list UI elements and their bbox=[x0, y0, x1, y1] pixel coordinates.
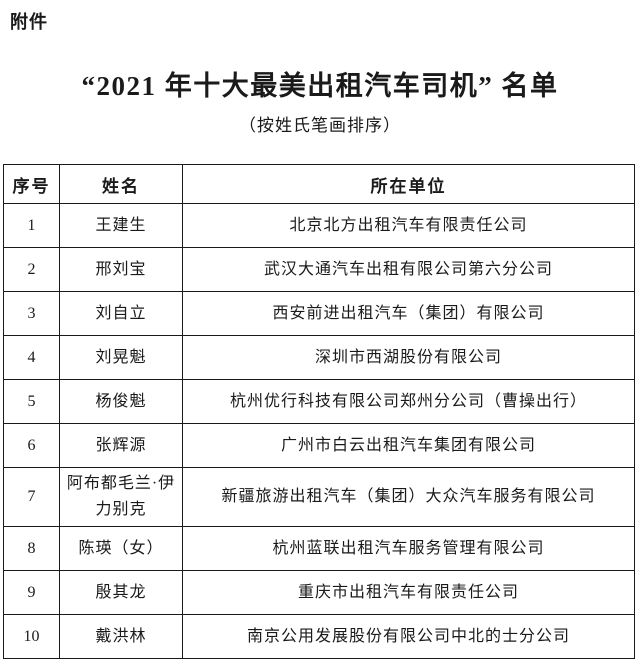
cell-no: 9 bbox=[3, 570, 60, 615]
cell-unit: 广州市白云出租汽车集团有限公司 bbox=[182, 423, 635, 468]
table-header-row: 序号 姓名 所在单位 bbox=[3, 164, 635, 204]
table-row: 2 邢刘宝 武汉大通汽车出租有限公司第六分公司 bbox=[3, 247, 635, 292]
attachment-label: 附件 bbox=[10, 12, 48, 32]
cell-unit: 重庆市出租汽车有限责任公司 bbox=[182, 570, 635, 615]
table-row: 6 张辉源 广州市白云出租汽车集团有限公司 bbox=[3, 423, 635, 468]
cell-name: 刘自立 bbox=[59, 291, 183, 336]
cell-name: 殷其龙 bbox=[59, 570, 183, 615]
cell-name: 陈瑛（女） bbox=[59, 526, 183, 571]
cell-name: 邢刘宝 bbox=[59, 247, 183, 292]
cell-name: 张辉源 bbox=[59, 423, 183, 468]
cell-name: 阿布都毛兰·伊力别克 bbox=[59, 467, 183, 527]
page-title: “2021 年十大最美出租汽车司机” 名单 bbox=[81, 71, 559, 101]
column-header-no: 序号 bbox=[3, 164, 60, 204]
cell-unit: 杭州优行科技有限公司郑州分公司（曹操出行） bbox=[182, 379, 635, 424]
cell-unit: 武汉大通汽车出租有限公司第六分公司 bbox=[182, 247, 635, 292]
cell-no: 5 bbox=[3, 379, 60, 424]
cell-no: 1 bbox=[3, 203, 60, 248]
cell-name: 刘晃魁 bbox=[59, 335, 183, 380]
cell-no: 4 bbox=[3, 335, 60, 380]
cell-name: 戴洪林 bbox=[59, 614, 183, 659]
cell-unit: 北京北方出租汽车有限责任公司 bbox=[182, 203, 635, 248]
cell-unit: 深圳市西湖股份有限公司 bbox=[182, 335, 635, 380]
cell-no: 10 bbox=[3, 614, 60, 659]
winners-table: 序号 姓名 所在单位 1 王建生 北京北方出租汽车有限责任公司 2 邢刘宝 武汉大通汽车出… bbox=[3, 164, 635, 659]
table-row: 4 刘晃魁 深圳市西湖股份有限公司 bbox=[3, 335, 635, 380]
cell-no: 6 bbox=[3, 423, 60, 468]
cell-no: 7 bbox=[3, 467, 60, 527]
table-row: 7 阿布都毛兰·伊力别克 新疆旅游出租汽车（集团）大众汽车服务有限公司 bbox=[3, 467, 635, 527]
table-row: 10 戴洪林 南京公用发展股份有限公司中北的士分公司 bbox=[3, 614, 635, 659]
cell-unit: 西安前进出租汽车（集团）有限公司 bbox=[182, 291, 635, 336]
table-row: 8 陈瑛（女） 杭州蓝联出租汽车服务管理有限公司 bbox=[3, 526, 635, 571]
column-header-unit: 所在单位 bbox=[182, 164, 635, 204]
cell-unit: 新疆旅游出租汽车（集团）大众汽车服务有限公司 bbox=[182, 467, 635, 527]
column-header-name: 姓名 bbox=[59, 164, 183, 204]
table-row: 9 殷其龙 重庆市出租汽车有限责任公司 bbox=[3, 570, 635, 615]
cell-name: 王建生 bbox=[59, 203, 183, 248]
cell-unit: 杭州蓝联出租汽车服务管理有限公司 bbox=[182, 526, 635, 571]
table-row: 3 刘自立 西安前进出租汽车（集团）有限公司 bbox=[3, 291, 635, 336]
cell-no: 8 bbox=[3, 526, 60, 571]
page-subtitle: （按姓氏笔画排序） bbox=[239, 116, 401, 135]
table-row: 5 杨俊魁 杭州优行科技有限公司郑州分公司（曹操出行） bbox=[3, 379, 635, 424]
cell-no: 3 bbox=[3, 291, 60, 336]
cell-unit: 南京公用发展股份有限公司中北的士分公司 bbox=[182, 614, 635, 659]
cell-no: 2 bbox=[3, 247, 60, 292]
table-row: 1 王建生 北京北方出租汽车有限责任公司 bbox=[3, 203, 635, 248]
cell-name: 杨俊魁 bbox=[59, 379, 183, 424]
